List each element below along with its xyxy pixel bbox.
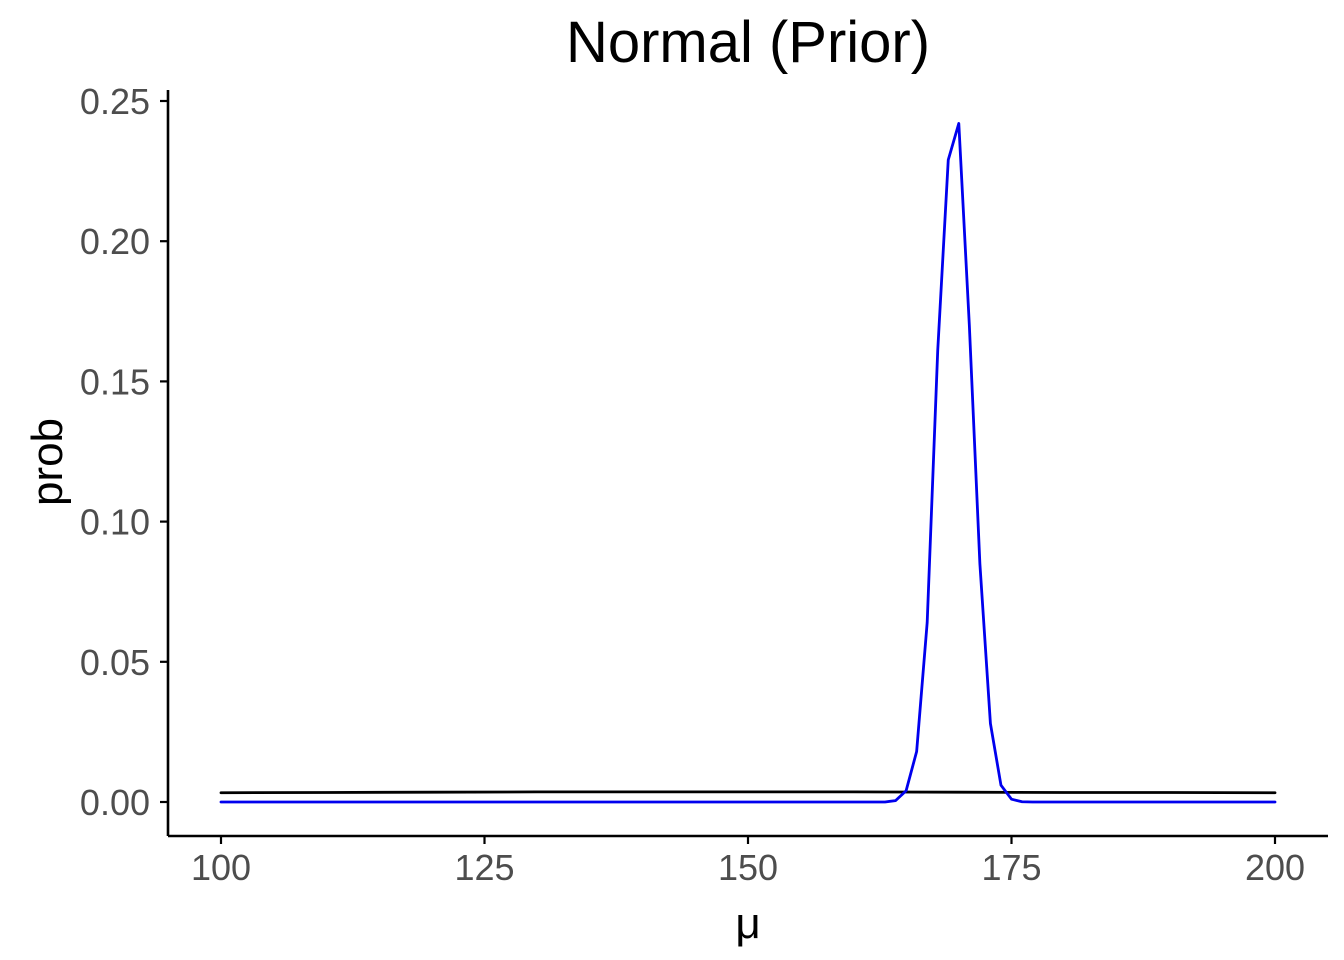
y-tick-label: 0.10 [80,502,150,543]
x-tick-label: 175 [981,847,1041,888]
axis-ticks: 0.00 0.05 0.10 0.15 0.20 0.25 100 125 150 175 200 [80,81,1305,888]
y-tick-label: 0.05 [80,642,150,683]
x-tick-label: 100 [191,847,251,888]
plot-series [219,122,1277,804]
x-tick-label: 150 [718,847,778,888]
chart-title: Normal (Prior) [566,10,930,75]
y-tick-label: 0.20 [80,221,150,262]
x-tick-label: 125 [454,847,514,888]
x-axis-title: μ [735,899,760,948]
y-axis-title: prob [23,418,72,506]
y-tick-label: 0.15 [80,361,150,402]
series-line-1 [219,790,1277,795]
y-tick-label: 0.00 [80,782,150,823]
series-line-2 [219,122,1277,804]
x-tick-label: 200 [1245,847,1305,888]
y-tick-label: 0.25 [80,81,150,122]
